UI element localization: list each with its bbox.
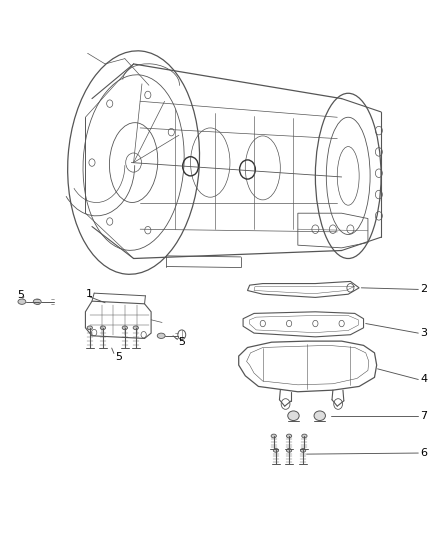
Ellipse shape [133,326,138,329]
Text: 7: 7 [420,411,427,421]
Ellipse shape [288,411,299,421]
Ellipse shape [33,299,41,304]
Ellipse shape [157,333,165,338]
Ellipse shape [286,449,292,452]
Ellipse shape [286,434,292,438]
Ellipse shape [300,449,306,452]
Ellipse shape [314,411,325,421]
Text: 4: 4 [420,375,427,384]
Text: 2: 2 [420,285,427,294]
Ellipse shape [302,434,307,438]
Ellipse shape [100,326,106,329]
Text: 5: 5 [115,352,122,362]
Ellipse shape [122,326,127,329]
Text: 3: 3 [420,328,427,338]
Ellipse shape [273,449,279,452]
Ellipse shape [271,434,276,438]
Text: 5: 5 [18,290,25,300]
Ellipse shape [18,299,26,304]
Ellipse shape [87,326,92,329]
Text: 6: 6 [420,448,427,458]
Text: 1: 1 [86,289,93,299]
Text: 5: 5 [178,337,185,347]
